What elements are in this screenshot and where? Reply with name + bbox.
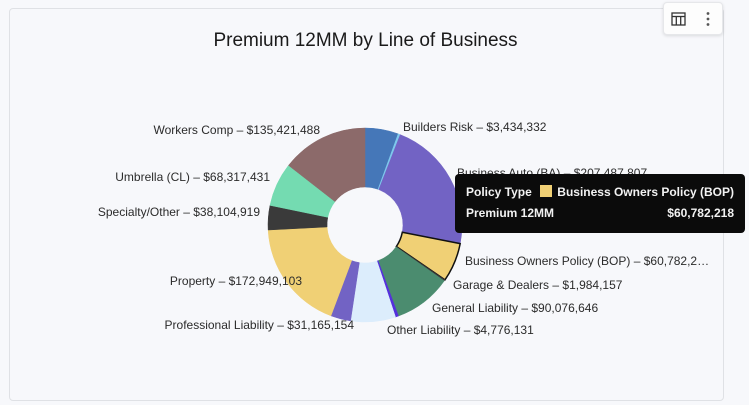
more-options-button[interactable] <box>697 8 719 30</box>
chart-title: Premium 12MM by Line of Business <box>213 30 518 51</box>
tooltip-measure-label: Premium 12MM <box>466 206 555 220</box>
chart-toolbar <box>663 2 723 35</box>
slice-label-garage-dealers: Garage & Dealers – $1,984,157 <box>453 278 623 292</box>
tooltip-category-value: Business Owners Policy (BOP) <box>557 185 734 199</box>
slice-label-umbrella-cl: Umbrella (CL) – $68,317,431 <box>115 170 270 184</box>
slice-label-workers-comp: Workers Comp – $135,421,488 <box>153 123 320 137</box>
slice-label-builders-risk: Builders Risk – $3,434,332 <box>403 120 547 134</box>
slice-property[interactable] <box>267 226 352 317</box>
table-icon <box>671 11 686 26</box>
tooltip-swatch <box>540 185 553 197</box>
tooltip-measure-value: $60,782,218 <box>667 206 734 220</box>
tooltip-category-label: Policy Type <box>466 185 532 199</box>
slice-label-property: Property – $172,949,103 <box>170 274 302 288</box>
table-view-button[interactable] <box>668 8 690 30</box>
slice-label-general-liability: General Liability – $90,076,646 <box>432 301 598 315</box>
chart-tooltip: Policy Type Business Owners Policy (BOP)… <box>455 174 745 233</box>
slice-label-professional-liability: Professional Liability – $31,165,154 <box>165 318 355 332</box>
slice-label-specialty-other: Specialty/Other – $38,104,919 <box>98 205 260 219</box>
slice-workers-comp[interactable] <box>288 127 366 202</box>
slice-label-business-owners-policy-bop: Business Owners Policy (BOP) – $60,782,2… <box>465 254 709 268</box>
slice-label-other-liability: Other Liability – $4,776,131 <box>387 323 534 337</box>
more-vertical-icon <box>706 11 709 26</box>
slice-business-auto-ba[interactable] <box>378 134 463 244</box>
